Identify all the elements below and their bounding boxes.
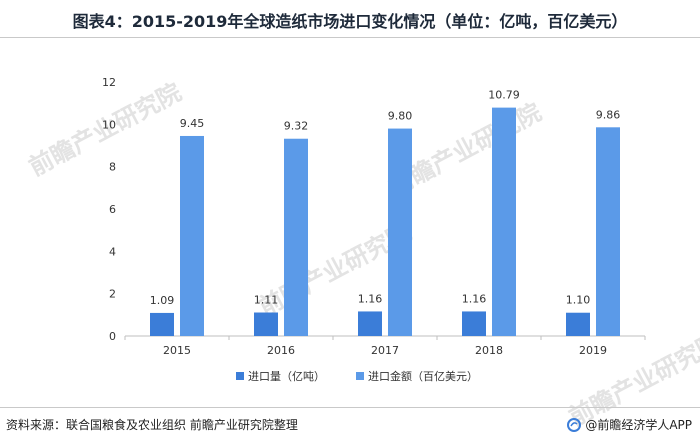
legend-swatch — [356, 372, 364, 380]
x-tick-label: 2016 — [267, 344, 295, 357]
title-divider — [0, 37, 700, 38]
bar-import-value — [388, 128, 412, 336]
bar-import-value — [284, 138, 308, 336]
footer-divider — [0, 407, 700, 408]
data-label: 9.32 — [284, 120, 309, 133]
chart-title: 图表4：2015-2019年全球造纸市场进口变化情况（单位：亿吨，百亿美元） — [72, 12, 628, 31]
y-tick-label: 6 — [109, 203, 116, 216]
data-label: 1.16 — [462, 292, 487, 305]
legend-label: 进口量（亿吨） — [248, 370, 325, 383]
y-tick-label: 0 — [109, 330, 116, 343]
bar-chart: 0 2 4 6 8 10 12 2015 1.09 9.45 2016 1.11 9.32 2017 1.1… — [102, 76, 646, 383]
legend-label: 进口金额（百亿美元） — [368, 369, 478, 383]
x-tick-label: 2015 — [163, 344, 191, 357]
data-label: 1.09 — [150, 294, 175, 307]
bar-import-value — [596, 127, 620, 337]
data-label: 10.79 — [488, 89, 520, 102]
brand-credit: @前瞻经济学人APP — [567, 416, 692, 433]
y-tick-label: 12 — [102, 76, 116, 89]
bar-import-volume — [462, 311, 486, 336]
data-label: 9.86 — [596, 108, 621, 121]
bar-import-volume — [358, 311, 382, 336]
data-label: 1.10 — [566, 294, 591, 307]
brand-label: @前瞻经济学人APP — [585, 418, 692, 432]
y-tick-label: 4 — [109, 245, 116, 258]
legend-swatch — [236, 372, 244, 380]
x-tick-label: 2019 — [579, 344, 607, 357]
bar-import-volume — [566, 312, 590, 336]
data-label: 9.80 — [388, 110, 413, 123]
data-label: 1.11 — [254, 294, 279, 307]
x-tick-label: 2018 — [475, 344, 503, 357]
bar-import-value — [180, 135, 204, 336]
source-note: 资料来源：联合国粮食及农业组织 前瞻产业研究院整理 — [6, 418, 298, 432]
y-tick-label: 8 — [109, 161, 116, 174]
data-label: 1.16 — [358, 292, 383, 305]
y-tick-label: 10 — [102, 118, 116, 131]
data-label: 9.45 — [180, 117, 205, 130]
bar-import-value — [492, 107, 516, 336]
y-tick-label: 2 — [109, 288, 116, 301]
bar-import-volume — [254, 312, 278, 336]
brand-logo-icon — [567, 417, 582, 432]
bar-import-volume — [150, 312, 174, 336]
x-tick-label: 2017 — [371, 344, 399, 357]
